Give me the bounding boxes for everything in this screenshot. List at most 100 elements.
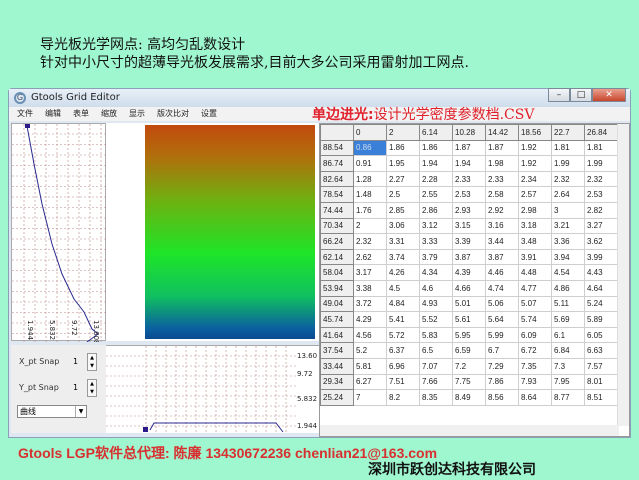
table-cell[interactable]: 8.49 <box>452 389 486 406</box>
table-cell[interactable]: 4.46 <box>485 264 519 281</box>
menu-item[interactable]: 显示 <box>129 109 145 118</box>
table-cell[interactable]: 4.34 <box>419 264 453 281</box>
table-cell[interactable]: 5.41 <box>386 311 420 328</box>
table-cell[interactable]: 3.99 <box>584 248 618 266</box>
table-cell[interactable]: 7.93 <box>518 373 552 391</box>
table-cell[interactable]: 1.94 <box>452 155 486 172</box>
table-cell[interactable]: 2.53 <box>584 186 618 203</box>
table-cell[interactable]: 3.91 <box>518 248 552 266</box>
column-header[interactable]: 2 <box>386 124 420 141</box>
menu-item[interactable]: 表单 <box>73 109 89 118</box>
table-cell[interactable]: 7.66 <box>419 373 453 391</box>
row-header[interactable]: 45.74 <box>320 311 354 328</box>
table-cell[interactable]: 0.86 <box>353 139 387 157</box>
table-cell[interactable]: 6.63 <box>584 342 618 359</box>
table-cell[interactable]: 2.86 <box>419 201 453 219</box>
table-cell[interactable]: 2.93 <box>452 201 486 219</box>
table-cell[interactable]: 3.48 <box>518 233 552 250</box>
table-cell[interactable]: 2.55 <box>419 186 453 203</box>
table-cell[interactable]: 1.81 <box>551 139 585 157</box>
menu-item[interactable]: 缩放 <box>101 109 117 118</box>
table-cell[interactable]: 6.7 <box>485 342 519 359</box>
table-cell[interactable]: 4.6 <box>419 279 453 297</box>
column-header[interactable]: 10.28 <box>452 124 486 141</box>
table-cell[interactable]: 7.29 <box>485 357 519 375</box>
x-snap-spinner[interactable]: ▲ ▼ <box>87 353 97 371</box>
table-cell[interactable]: 7 <box>353 389 387 406</box>
row-header[interactable]: 74.44 <box>320 201 354 219</box>
table-cell[interactable]: 2.64 <box>551 186 585 203</box>
row-header[interactable]: 88.54 <box>320 139 354 157</box>
table-cell[interactable]: 1.28 <box>353 170 387 188</box>
table-cell[interactable]: 2.28 <box>419 170 453 188</box>
y-snap-spinner[interactable]: ▲ ▼ <box>87 379 97 397</box>
table-cell[interactable]: 3.21 <box>551 217 585 235</box>
table-cell[interactable]: 2.32 <box>551 170 585 188</box>
table-cell[interactable]: 3.87 <box>452 248 486 266</box>
table-cell[interactable]: 8.2 <box>386 389 420 406</box>
table-cell[interactable]: 4.29 <box>353 311 387 328</box>
table-cell[interactable]: 4.48 <box>518 264 552 281</box>
table-cell[interactable]: 2.62 <box>353 248 387 266</box>
table-cell[interactable]: 4.93 <box>419 295 453 313</box>
menu-item[interactable]: 版次比对 <box>157 109 189 118</box>
table-cell[interactable]: 6.27 <box>353 373 387 391</box>
table-cell[interactable]: 3.38 <box>353 279 387 297</box>
table-cell[interactable]: 8.01 <box>584 373 618 391</box>
table-cell[interactable]: 1.92 <box>518 139 552 157</box>
table-cell[interactable]: 5.11 <box>551 295 585 313</box>
table-cell[interactable]: 7.86 <box>485 373 519 391</box>
table-cell[interactable]: 7.51 <box>386 373 420 391</box>
table-cell[interactable]: 6.96 <box>386 357 420 375</box>
table-cell[interactable]: 2.27 <box>386 170 420 188</box>
table-cell[interactable]: 7.75 <box>452 373 486 391</box>
table-cell[interactable]: 6.84 <box>551 342 585 359</box>
row-header[interactable]: 25.24 <box>320 389 354 406</box>
table-cell[interactable]: 2.57 <box>518 186 552 203</box>
table-cell[interactable]: 1.98 <box>485 155 519 172</box>
table-cell[interactable]: 3.18 <box>518 217 552 235</box>
maximize-button[interactable]: □ <box>570 88 592 102</box>
row-header[interactable]: 70.34 <box>320 217 354 235</box>
table-cell[interactable]: 2.53 <box>452 186 486 203</box>
table-cell[interactable]: 1.94 <box>419 155 453 172</box>
table-cell[interactable]: 1.87 <box>452 139 486 157</box>
table-cell[interactable]: 2.82 <box>584 201 618 219</box>
column-header[interactable]: 18.56 <box>518 124 552 141</box>
table-cell[interactable]: 2.58 <box>485 186 519 203</box>
column-header[interactable]: 26.84 <box>584 124 618 141</box>
table-cell[interactable]: 5.24 <box>584 295 618 313</box>
table-cell[interactable]: 1.76 <box>353 201 387 219</box>
table-cell[interactable]: 1.87 <box>485 139 519 157</box>
row-header[interactable]: 58.04 <box>320 264 354 281</box>
table-cell[interactable]: 1.86 <box>419 139 453 157</box>
row-header[interactable]: 33.44 <box>320 357 354 375</box>
table-cell[interactable]: 3.62 <box>584 233 618 250</box>
table-cell[interactable]: 4.84 <box>386 295 420 313</box>
table-cell[interactable]: 8.35 <box>419 389 453 406</box>
table-cell[interactable]: 0.91 <box>353 155 387 172</box>
table-cell[interactable]: 2.33 <box>485 170 519 188</box>
table-cell[interactable]: 4.5 <box>386 279 420 297</box>
table-cell[interactable]: 6.59 <box>452 342 486 359</box>
table-cell[interactable]: 1.99 <box>584 155 618 172</box>
table-cell[interactable]: 5.81 <box>353 357 387 375</box>
table-cell[interactable]: 8.64 <box>518 389 552 406</box>
table-cell[interactable]: 6.09 <box>518 326 552 344</box>
table-cell[interactable]: 4.86 <box>551 279 585 297</box>
table-cell[interactable]: 2 <box>353 217 387 235</box>
table-cell[interactable]: 6.1 <box>551 326 585 344</box>
table-cell[interactable]: 6.37 <box>386 342 420 359</box>
table-cell[interactable]: 7.3 <box>551 357 585 375</box>
table-cell[interactable]: 3.17 <box>353 264 387 281</box>
table-cell[interactable]: 2.32 <box>353 233 387 250</box>
row-header[interactable]: 66.24 <box>320 233 354 250</box>
table-cell[interactable]: 5.69 <box>551 311 585 328</box>
table-cell[interactable]: 7.07 <box>419 357 453 375</box>
table-cell[interactable]: 4.54 <box>551 264 585 281</box>
table-cell[interactable]: 7.57 <box>584 357 618 375</box>
table-cell[interactable]: 5.64 <box>485 311 519 328</box>
table-cell[interactable]: 3.31 <box>386 233 420 250</box>
table-cell[interactable]: 7.2 <box>452 357 486 375</box>
row-header[interactable]: 82.64 <box>320 170 354 188</box>
